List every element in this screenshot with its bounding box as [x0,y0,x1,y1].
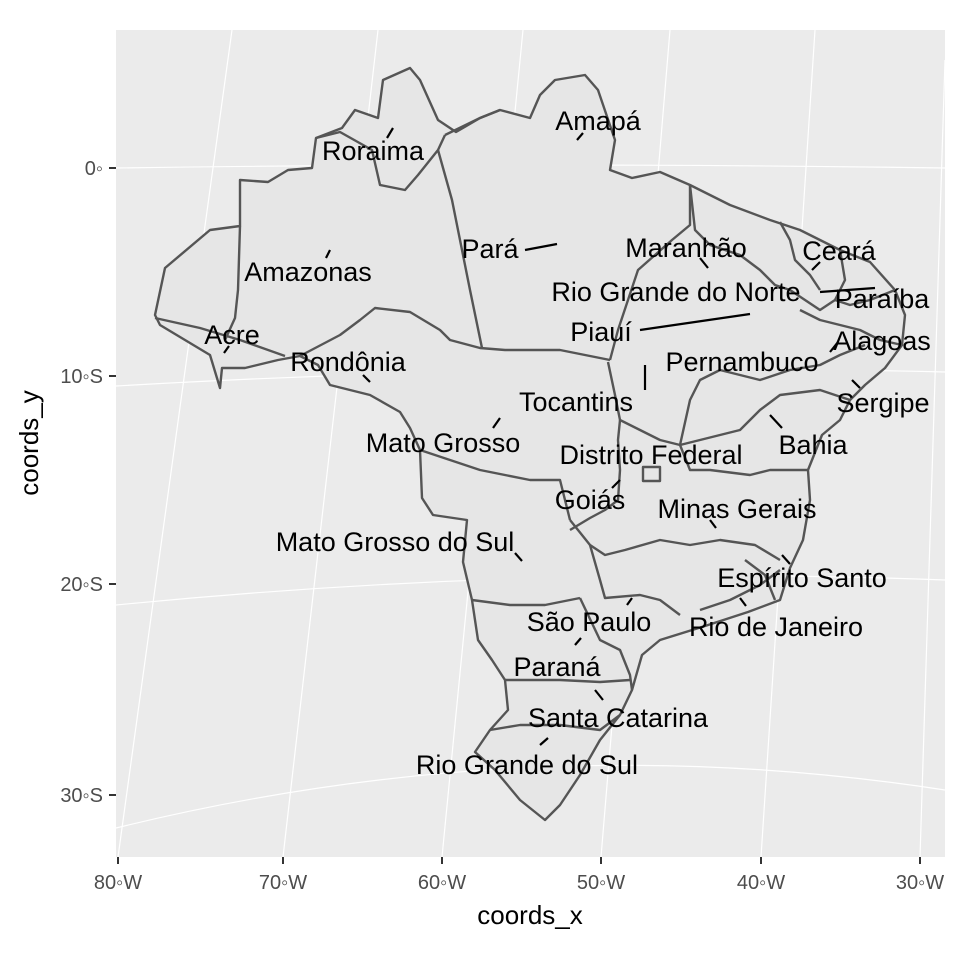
x-tick-label: 60◦W [418,872,466,894]
state-label-rio-grande-do-norte: Rio Grande do Norte [551,277,800,307]
state-label-paraiba: Paraíba [835,284,931,314]
state-label-alagoas: Alagoas [833,326,931,356]
y-axis: 0◦ 10◦S 20◦S 30◦S [60,158,116,807]
state-label-mato-grosso-do-sul: Mato Grosso do Sul [276,527,515,557]
state-labels: Amapá Roraima Amazonas Pará Maranhão Cea… [204,106,931,780]
state-label-bahia: Bahia [778,430,848,460]
state-label-goias: Goiás [555,485,626,515]
state-label-acre: Acre [204,320,260,350]
state-label-espirito-santo: Espírito Santo [717,563,887,593]
state-label-santa-catarina: Santa Catarina [528,703,709,733]
state-borders [154,108,903,732]
state-label-sergipe: Sergipe [836,388,929,418]
x-axis-title: coords_x [477,900,583,930]
x-tick-label: 50◦W [577,872,625,894]
distrito-federal-shape [641,465,662,483]
state-label-minas-gerais: Minas Gerais [657,494,816,524]
state-label-distrito-federal: Distrito Federal [559,440,742,470]
state-label-pernambuco: Pernambuco [665,347,818,377]
state-label-parana: Paraná [513,652,601,682]
gridline-lon-80w [117,29,233,858]
state-label-piaui: Piauí [570,317,632,347]
y-tick-label: 20◦S [60,574,103,596]
state-label-amazonas: Amazonas [244,257,372,287]
y-tick-label: 10◦S [60,366,103,388]
x-tick-label: 30◦W [896,872,944,894]
state-label-amapa: Amapá [555,106,642,136]
y-tick-label: 30◦S [60,785,103,807]
state-label-roraima: Roraima [322,136,425,166]
state-label-tocantins: Tocantins [519,387,633,417]
state-label-ceara: Ceará [802,236,877,266]
x-tick-label: 70◦W [259,872,307,894]
state-label-rio-grande-do-sul: Rio Grande do Sul [416,750,638,780]
state-label-rio-de-janeiro: Rio de Janeiro [689,612,863,642]
y-axis-title: coords_y [14,390,44,496]
y-tick-label: 0◦ [85,158,103,180]
brazil-outline [153,66,907,822]
label-leaders [223,127,876,746]
state-label-sao-paulo: São Paulo [527,607,652,637]
state-label-maranhao: Maranhão [625,233,747,263]
gridline-lon-30w [919,59,946,858]
x-tick-label: 40◦W [737,872,785,894]
x-tick-label: 80◦W [94,872,142,894]
x-axis: 80◦W 70◦W 60◦W 50◦W 40◦W 30◦W [94,857,944,894]
state-label-rondonia: Rondônia [290,347,407,377]
state-label-mato-grosso: Mato Grosso [366,428,521,458]
state-label-para: Pará [461,234,519,264]
